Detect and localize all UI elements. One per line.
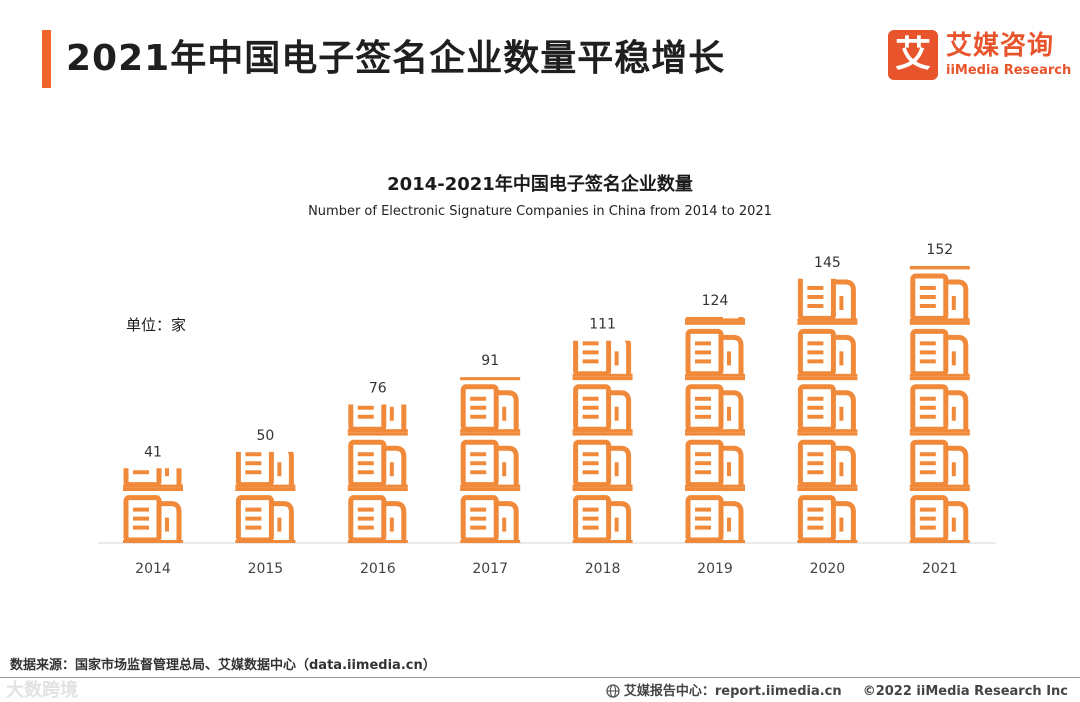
data-label-2019: 124 xyxy=(702,293,729,309)
x-tick-2019: 2019 xyxy=(697,561,733,577)
data-source: 数据来源：国家市场监督管理总局、艾媒数据中心（data.iimedia.cn） xyxy=(10,658,436,673)
x-tick-2020: 2020 xyxy=(810,561,846,577)
x-tick-2018: 2018 xyxy=(585,561,621,577)
data-label-2017: 91 xyxy=(481,353,499,369)
data-label-2020: 145 xyxy=(814,255,841,271)
chart-subtitle: Number of Electronic Signature Companies… xyxy=(308,204,772,219)
x-tick-2021: 2021 xyxy=(922,561,958,577)
x-tick-2017: 2017 xyxy=(472,561,508,577)
bar-2020 xyxy=(797,278,858,543)
copyright: ©2022 iiMedia Research Inc xyxy=(862,684,1068,699)
chart-title: 2014-2021年中国电子签名企业数量 xyxy=(387,174,693,195)
bar-2015 xyxy=(235,451,296,543)
bar-2018 xyxy=(572,340,633,543)
logo-english-name: iiMedia Research xyxy=(946,63,1072,78)
logo-mark-icon: 艾 xyxy=(888,30,938,80)
data-label-2021: 152 xyxy=(926,242,953,258)
data-label-2016: 76 xyxy=(369,381,387,397)
logo-chinese-name: 艾媒咨询 xyxy=(946,31,1055,61)
x-tick-2014: 2014 xyxy=(135,561,171,577)
footer-credits: 艾媒报告中心：report.iimedia.cn ©2022 iiMedia R… xyxy=(606,680,1068,699)
bar-2014 xyxy=(123,468,183,543)
report-center-link[interactable]: 艾媒报告中心：report.iimedia.cn xyxy=(623,684,842,699)
data-label-2015: 50 xyxy=(256,428,274,444)
bar-2017 xyxy=(460,377,521,543)
bar-2016 xyxy=(347,404,408,543)
bar-2019 xyxy=(685,317,745,543)
bar-2021 xyxy=(909,266,970,543)
x-tick-2016: 2016 xyxy=(360,561,396,577)
title-accent-bar xyxy=(42,30,51,88)
watermark: 大数跨境 xyxy=(6,680,78,701)
unit-label: 单位：家 xyxy=(126,316,187,334)
data-label-2014: 41 xyxy=(144,444,162,460)
page-title: 2021年中国电子签名企业数量平稳增长 xyxy=(66,38,726,79)
data-label-2018: 111 xyxy=(589,317,616,333)
x-tick-2015: 2015 xyxy=(248,561,284,577)
footer-divider xyxy=(0,677,1080,678)
globe-icon xyxy=(606,684,620,698)
